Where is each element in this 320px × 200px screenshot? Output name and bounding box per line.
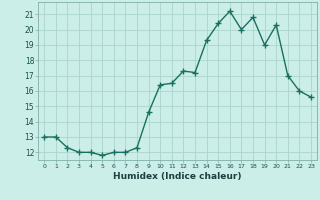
X-axis label: Humidex (Indice chaleur): Humidex (Indice chaleur) [113,172,242,181]
